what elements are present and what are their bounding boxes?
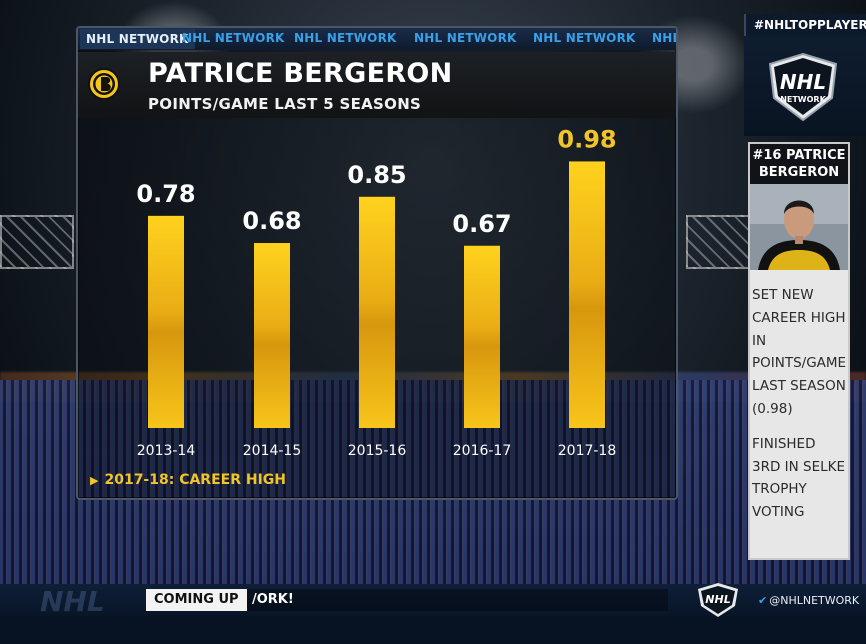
value-label-2016-17: 0.67 <box>452 210 511 238</box>
nhl-network-small-logo: NHL <box>698 583 738 617</box>
hashtag-label: #NHLTOPPLAYERS <box>744 14 866 36</box>
twitter-bird-icon: ✔ <box>758 594 768 607</box>
bar-2013-14 <box>148 215 184 428</box>
ticker-text: /ORK! <box>252 592 294 607</box>
network-logo-text: NETWORK <box>780 95 826 104</box>
network-ticker-bar: NHL NETWORK NHL NETWORK NHL NETWORK NHL … <box>78 28 676 50</box>
page-title: PATRICE BERGERON <box>148 58 453 89</box>
fact-career-high: SET NEW CAREER HIGH IN POINTS/GAME LAST … <box>752 287 847 417</box>
category-label-2015-16: 2015-16 <box>348 443 407 459</box>
bruins-logo <box>88 68 120 100</box>
bottom-strip <box>0 616 866 644</box>
bar-2016-17 <box>464 245 500 428</box>
network-tag: NHL NETWORK <box>652 31 676 45</box>
ticker-background <box>146 589 668 611</box>
network-tag: NHL NETWORK <box>414 31 517 45</box>
category-label-2017-18: 2017-18 <box>558 443 617 459</box>
value-label-2014-15: 0.68 <box>242 207 301 235</box>
lighting-truss-left <box>0 215 74 269</box>
bar-2014-15 <box>254 243 290 428</box>
nhl-network-logo: NHL NETWORK <box>768 52 838 122</box>
twitter-handle: ✔ @NHLNETWORK <box>758 594 860 607</box>
bar-2015-16 <box>359 196 395 428</box>
player-photo <box>750 184 848 270</box>
network-tag: NHL NETWORK <box>182 31 285 45</box>
value-label-2015-16: 0.85 <box>347 161 406 189</box>
chart-title: POINTS/GAME LAST 5 SEASONS <box>148 95 422 113</box>
nhl-watermark: NHL <box>40 585 105 618</box>
bar-2017-18 <box>569 161 605 428</box>
lighting-truss-right <box>686 215 760 269</box>
player-facts: SET NEW CAREER HIGH IN POINTS/GAME LAST … <box>752 284 848 536</box>
career-high-note: ▶ 2017-18: CAREER HIGH <box>90 472 287 488</box>
network-tag: NHL NETWORK <box>294 31 397 45</box>
nhl-logo-text: NHL <box>780 70 826 94</box>
value-label-2017-18: 0.98 <box>557 125 616 153</box>
category-label-2013-14: 2013-14 <box>137 443 196 459</box>
play-arrow-icon: ▶ <box>90 474 99 487</box>
category-label-2014-15: 2014-15 <box>243 443 302 459</box>
network-tag: NHL NETWORK <box>80 29 195 49</box>
nhl-small-logo-text: NHL <box>705 593 730 606</box>
title-area <box>78 52 676 118</box>
network-tag: NHL NETWORK <box>533 31 636 45</box>
coming-up-label: COMING UP <box>146 589 247 611</box>
category-label-2016-17: 2016-17 <box>453 443 512 459</box>
value-label-2013-14: 0.78 <box>136 180 195 208</box>
fact-selke: FINISHED 3RD IN SELKE TROPHY VOTING <box>752 435 846 521</box>
player-card-title: #16 PATRICE BERGERON <box>750 144 848 184</box>
